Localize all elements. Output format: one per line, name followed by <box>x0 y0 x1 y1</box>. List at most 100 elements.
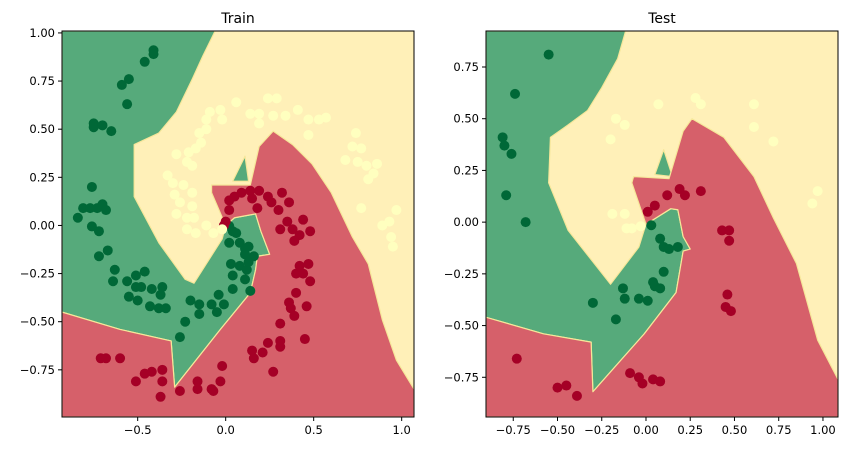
data-point-class-1 <box>101 353 111 364</box>
data-point-class-2 <box>268 110 279 121</box>
data-point-class-0 <box>655 233 666 244</box>
data-point-class-2 <box>254 108 265 119</box>
data-point-class-1 <box>215 376 226 387</box>
data-point-class-2 <box>181 212 192 223</box>
y-tick-label: 0.50 <box>453 112 479 126</box>
data-point-class-0 <box>145 301 155 312</box>
data-point-class-1 <box>146 366 157 377</box>
x-tick-label: 0.50 <box>722 423 748 437</box>
data-point-class-0 <box>225 258 236 269</box>
data-point-class-1 <box>298 214 309 225</box>
data-point-class-2 <box>748 121 759 132</box>
data-point-class-2 <box>162 170 173 181</box>
data-point-class-0 <box>663 244 674 255</box>
data-point-class-2 <box>171 208 182 219</box>
data-point-class-2 <box>187 201 198 212</box>
data-point-class-1 <box>155 391 166 402</box>
data-point-class-2 <box>386 231 397 242</box>
x-tick-label: 0.0 <box>217 423 235 437</box>
test-plot: −0.75 −0.50 −0.25 0.00 0.25 0.50 0.75 1.00 0.75 0… <box>444 11 839 437</box>
data-point-class-2 <box>626 223 637 234</box>
data-point-class-2 <box>768 136 779 147</box>
y-tick-label: −0.25 <box>20 267 55 281</box>
data-point-class-1 <box>724 235 735 246</box>
data-point-class-2 <box>653 99 664 110</box>
data-point-class-2 <box>303 114 314 125</box>
data-point-class-1 <box>287 224 298 235</box>
data-point-class-0 <box>245 285 256 296</box>
data-point-class-1 <box>305 226 316 237</box>
data-point-class-1 <box>174 386 185 397</box>
data-point-class-1 <box>254 185 265 196</box>
data-point-class-1 <box>298 268 309 279</box>
data-point-class-2 <box>189 212 199 223</box>
x-tick-label: 1.00 <box>810 423 836 437</box>
data-point-class-2 <box>201 114 212 125</box>
data-point-class-2 <box>361 160 372 171</box>
data-point-class-2 <box>812 186 823 197</box>
data-point-class-0 <box>122 276 133 287</box>
data-point-class-1 <box>303 258 314 269</box>
data-point-class-0 <box>499 140 510 151</box>
data-point-class-0 <box>610 314 621 325</box>
data-point-class-1 <box>268 366 279 377</box>
data-point-class-0 <box>102 245 113 256</box>
data-point-class-1 <box>649 200 660 211</box>
data-point-class-2 <box>187 160 198 171</box>
data-point-class-0 <box>231 228 242 239</box>
data-point-class-1 <box>294 260 305 271</box>
data-point-class-1 <box>247 193 258 204</box>
data-point-class-1 <box>289 310 300 321</box>
data-point-class-0 <box>86 221 97 232</box>
data-point-class-0 <box>206 299 217 310</box>
data-point-class-2 <box>619 119 630 130</box>
data-point-class-1 <box>695 186 706 197</box>
data-point-class-1 <box>245 185 256 196</box>
data-point-class-2 <box>183 147 194 158</box>
data-point-class-2 <box>748 99 759 110</box>
data-point-class-1 <box>115 353 126 364</box>
chart-title: Test <box>647 11 676 27</box>
data-point-class-1 <box>291 268 302 279</box>
data-point-class-1 <box>561 380 572 391</box>
x-tick-label: 0.5 <box>305 423 323 437</box>
data-point-class-0 <box>185 295 196 306</box>
region-class-0-island <box>232 155 250 182</box>
data-point-class-1 <box>247 345 258 356</box>
data-point-class-2 <box>167 178 178 189</box>
x-tick-label: −0.50 <box>540 423 575 437</box>
data-point-class-0 <box>672 241 683 252</box>
y-tick-label: −0.75 <box>20 363 55 377</box>
data-point-class-0 <box>155 289 166 300</box>
data-point-class-1 <box>552 382 563 393</box>
data-point-class-2 <box>695 99 706 110</box>
data-point-class-1 <box>192 384 203 395</box>
data-point-class-1 <box>275 224 286 235</box>
x-tick-label: 1.0 <box>393 423 411 437</box>
data-point-class-1 <box>305 276 316 287</box>
data-point-class-1 <box>275 341 286 352</box>
x-tick-label: 0.00 <box>633 423 659 437</box>
x-tick-label: 0.75 <box>766 423 792 437</box>
data-point-class-0 <box>642 295 653 306</box>
y-tick-label: 0.00 <box>453 215 479 229</box>
data-point-class-2 <box>254 118 265 129</box>
data-point-class-0 <box>139 266 150 277</box>
data-point-class-0 <box>153 303 164 314</box>
data-point-class-0 <box>122 99 133 110</box>
data-point-class-2 <box>635 221 646 232</box>
y-tick-label: 0.75 <box>453 60 479 74</box>
data-point-class-0 <box>132 295 143 306</box>
data-point-class-2 <box>372 158 383 169</box>
data-point-class-0 <box>218 299 229 310</box>
data-point-class-0 <box>633 293 644 304</box>
data-point-class-0 <box>506 148 517 159</box>
y-tick-label: −0.50 <box>444 319 479 333</box>
data-point-class-1 <box>679 190 690 201</box>
y-tick-label: 1.00 <box>29 26 55 40</box>
y-tick-label: −0.75 <box>444 370 479 384</box>
data-point-class-0 <box>243 241 254 252</box>
x-tick-label: −0.5 <box>124 423 152 437</box>
data-point-class-2 <box>208 228 219 239</box>
